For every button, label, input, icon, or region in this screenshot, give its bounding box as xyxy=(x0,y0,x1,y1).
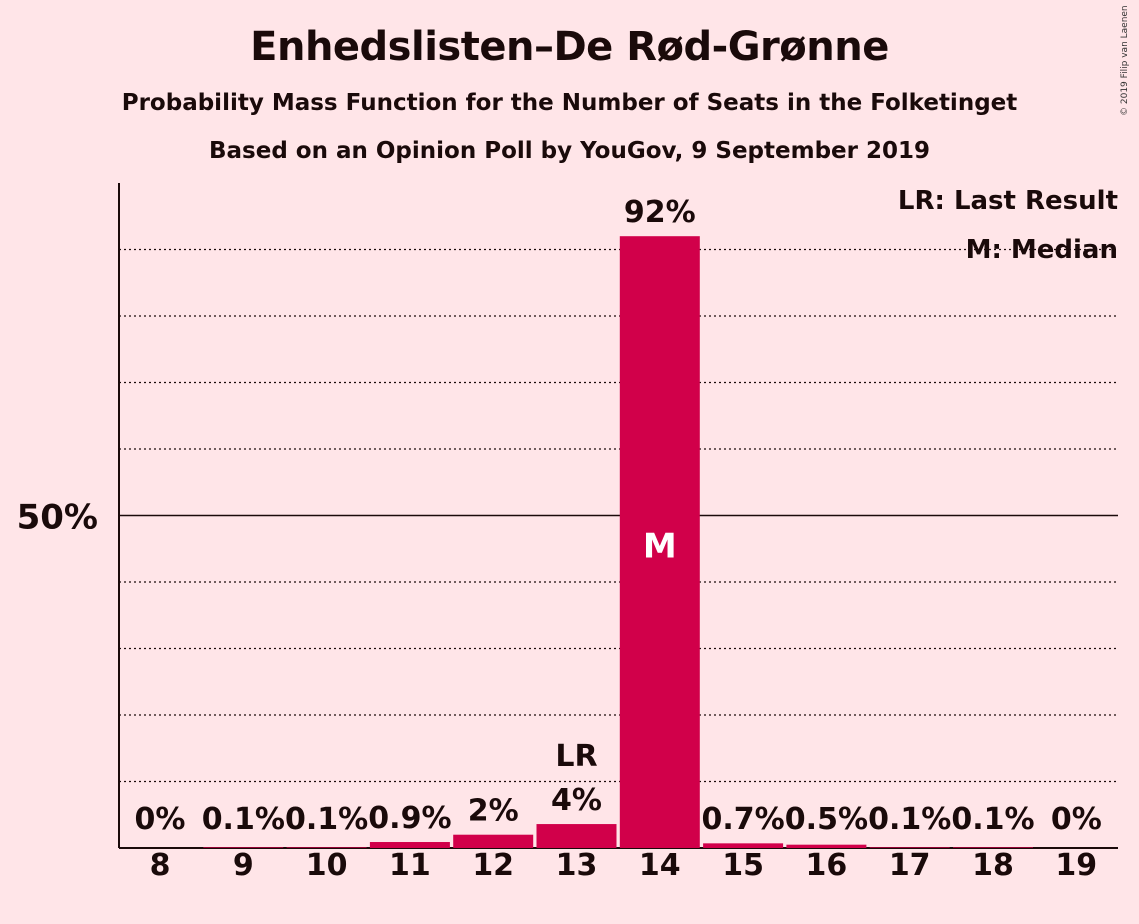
bar-seat-15 xyxy=(703,843,784,848)
bar-seat-12 xyxy=(453,834,534,848)
data-label: 0.5% xyxy=(785,802,868,837)
bar-seat-9 xyxy=(203,847,284,848)
y-tick-label: 50% xyxy=(17,498,98,538)
data-label: 4% xyxy=(551,783,602,818)
x-tick-label: 11 xyxy=(389,848,431,883)
bar-seat-17 xyxy=(869,847,950,848)
bar-seat-13 xyxy=(536,824,617,848)
data-label: 0.1% xyxy=(202,802,285,837)
legend-median: M: Median xyxy=(966,235,1118,265)
data-label: 0.1% xyxy=(868,802,951,837)
median-marker: M xyxy=(643,527,677,567)
x-tick-label: 15 xyxy=(722,848,764,883)
bar-seat-10 xyxy=(286,847,367,848)
bar-seat-18 xyxy=(953,847,1033,848)
x-tick-label: 18 xyxy=(972,848,1014,883)
data-labels: 50% 8 0% 9 0.1% 10 0.1% 11 0.9% 12 2% 13 4% LR 14 92% M 1… xyxy=(17,195,1102,883)
bars xyxy=(203,236,1033,848)
data-label: 0.9% xyxy=(368,801,451,836)
data-label: 0.7% xyxy=(701,802,784,837)
data-label: 0% xyxy=(135,802,186,837)
bar-seat-14 xyxy=(619,236,700,848)
chart-title: Enhedslisten–De Rød-Grønne xyxy=(250,24,889,70)
x-tick-label: 14 xyxy=(639,848,681,883)
last-result-marker: LR xyxy=(555,739,597,774)
bar-seat-11 xyxy=(369,842,450,848)
x-tick-label: 10 xyxy=(306,848,348,883)
chart-subtitle: Probability Mass Function for the Number… xyxy=(121,90,1018,116)
legend-last-result: LR: Last Result xyxy=(898,186,1118,216)
data-label: 0% xyxy=(1051,802,1102,837)
x-tick-label: 8 xyxy=(150,848,171,883)
x-tick-label: 12 xyxy=(472,848,514,883)
x-tick-label: 17 xyxy=(889,848,931,883)
data-label: 2% xyxy=(468,794,519,829)
data-label: 0.1% xyxy=(951,802,1034,837)
x-tick-label: 9 xyxy=(233,848,254,883)
grid-lines xyxy=(118,183,1118,849)
data-label: 0.1% xyxy=(285,802,368,837)
x-tick-label: 13 xyxy=(556,848,598,883)
chart-source-note: Based on an Opinion Poll by YouGov, 9 Se… xyxy=(208,138,931,164)
x-tick-label: 16 xyxy=(806,848,848,883)
x-tick-label: 19 xyxy=(1055,848,1097,883)
bar-seat-16 xyxy=(786,844,867,848)
data-label: 92% xyxy=(624,195,696,230)
